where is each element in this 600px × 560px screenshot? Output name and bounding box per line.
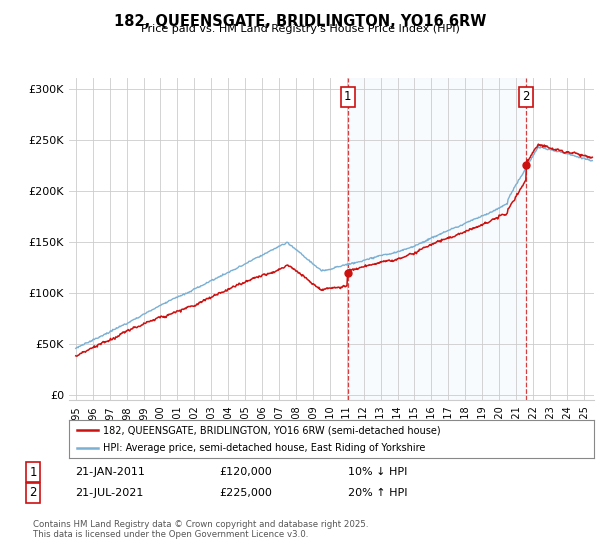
Text: Contains HM Land Registry data © Crown copyright and database right 2025.
This d: Contains HM Land Registry data © Crown c… — [33, 520, 368, 539]
Text: 10% ↓ HPI: 10% ↓ HPI — [348, 467, 407, 477]
Text: 182, QUEENSGATE, BRIDLINGTON, YO16 6RW (semi-detached house): 182, QUEENSGATE, BRIDLINGTON, YO16 6RW (… — [103, 425, 441, 435]
Text: 2: 2 — [522, 90, 530, 103]
Text: 21-JAN-2011: 21-JAN-2011 — [75, 467, 145, 477]
Text: 20% ↑ HPI: 20% ↑ HPI — [348, 488, 407, 498]
Text: HPI: Average price, semi-detached house, East Riding of Yorkshire: HPI: Average price, semi-detached house,… — [103, 443, 425, 453]
Bar — [347, 78, 526, 400]
Text: £120,000: £120,000 — [219, 467, 272, 477]
Text: £225,000: £225,000 — [219, 488, 272, 498]
Text: 21-JUL-2021: 21-JUL-2021 — [75, 488, 143, 498]
Text: 182, QUEENSGATE, BRIDLINGTON, YO16 6RW: 182, QUEENSGATE, BRIDLINGTON, YO16 6RW — [114, 14, 486, 29]
Text: 1: 1 — [344, 90, 352, 103]
Text: 1: 1 — [29, 465, 37, 479]
Text: Price paid vs. HM Land Registry's House Price Index (HPI): Price paid vs. HM Land Registry's House … — [140, 24, 460, 34]
Text: 2: 2 — [29, 486, 37, 500]
